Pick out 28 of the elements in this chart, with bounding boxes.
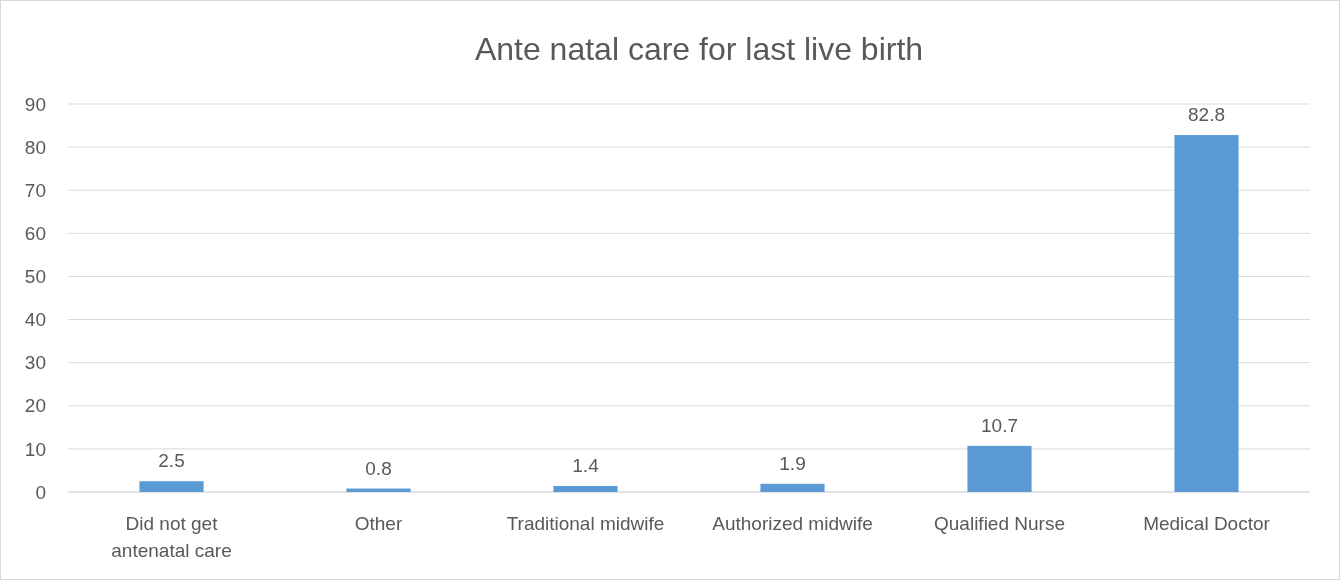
data-label: 1.4 [572,454,600,476]
y-tick-label: 80 [24,136,46,158]
x-tick-label: Authorized midwife [712,513,873,534]
data-label: 82.8 [1188,104,1225,126]
bar [139,481,204,492]
x-tick-label: Qualified Nurse [934,513,1065,534]
bar [1174,135,1239,492]
data-label: 2.5 [158,450,185,472]
x-tick-label: Traditional midwife [506,513,665,534]
y-tick-label: 40 [24,309,46,331]
data-label: 1.9 [779,452,806,474]
data-label: 10.7 [981,414,1018,436]
bar [553,485,618,492]
y-tick-label: 30 [24,352,46,374]
y-tick-label: 50 [24,266,46,288]
chart-title: Ante natal care for last live birth [474,31,924,67]
y-tick-label: 90 [24,93,46,115]
x-tick-label: Did not get antenatal care [111,513,232,561]
y-tick-label: 20 [24,395,46,417]
y-tick-label: 60 [24,222,46,244]
x-tick-label: Other [354,513,403,534]
y-tick-label: 0 [35,481,46,503]
y-tick-label: 10 [24,438,46,460]
y-tick-label: 70 [24,179,46,201]
bar [760,483,825,492]
bar [967,445,1032,492]
x-tick-label: Medical Doctor [1143,513,1271,534]
data-label: 0.8 [365,457,392,479]
